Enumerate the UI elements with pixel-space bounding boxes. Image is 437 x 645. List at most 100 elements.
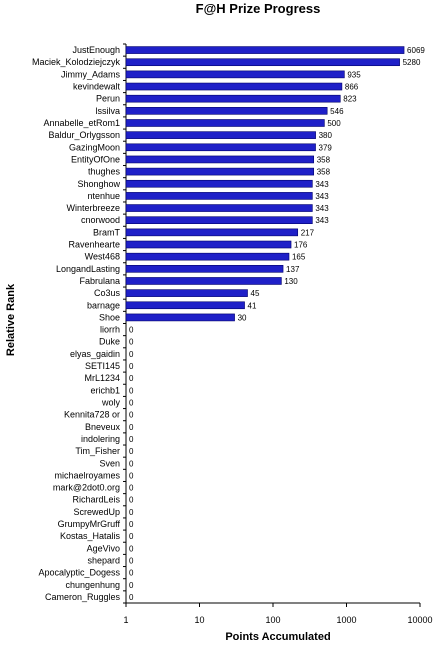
category-label: Shonghow	[77, 179, 120, 189]
value-label: 380	[319, 131, 333, 140]
bar	[125, 228, 299, 237]
y-axis-title: Relative Rank	[5, 283, 17, 356]
category-label: shepard	[87, 555, 120, 565]
value-label: 0	[129, 569, 134, 578]
category-label: Perun	[96, 94, 120, 104]
x-tick-label: 1000	[336, 615, 356, 625]
bar	[125, 70, 345, 79]
value-label: 0	[129, 471, 134, 480]
bar	[125, 192, 313, 200]
category-label: Winterbreeze	[66, 203, 120, 213]
category-label: AgeVivo	[87, 543, 120, 553]
category-label: michaelroyames	[54, 470, 120, 480]
category-label: cnorwood	[81, 215, 120, 225]
value-label: 0	[129, 350, 134, 359]
category-label: liorrh	[100, 325, 120, 335]
value-label: 217	[301, 228, 315, 237]
category-label: barnage	[87, 300, 120, 310]
category-label: MrL1234	[84, 373, 120, 383]
value-label: 137	[286, 265, 300, 274]
category-label: ntenhue	[87, 191, 120, 201]
bar	[125, 313, 235, 322]
category-label: West468	[85, 252, 120, 262]
value-label: 379	[319, 143, 333, 152]
category-label: Maciek_Kolodziejczyk	[32, 57, 121, 67]
value-label: 0	[129, 556, 134, 565]
value-label: 343	[315, 204, 329, 213]
bar	[125, 155, 315, 164]
value-label: 0	[129, 508, 134, 517]
x-tick-label: 10	[194, 615, 204, 625]
category-label: GrumpyMrGruff	[58, 519, 121, 529]
category-label: Kennita728 or	[64, 410, 120, 420]
value-label: 546	[330, 107, 344, 116]
category-label: kevindewalt	[73, 82, 121, 92]
bar	[125, 252, 290, 261]
bar	[125, 94, 341, 103]
value-label: 0	[129, 435, 134, 444]
value-label: 0	[129, 386, 134, 395]
value-label: 0	[129, 447, 134, 456]
category-label: Annabelle_etRom1	[43, 118, 120, 128]
value-label: 130	[284, 277, 298, 286]
value-label: 0	[129, 544, 134, 553]
bar	[125, 301, 245, 310]
value-label: 0	[129, 411, 134, 420]
value-label: 935	[347, 70, 361, 79]
value-label: 0	[129, 496, 134, 505]
plot-area: 1 10 100 1000 10000 JustEnough 6069 Maciek_Kolo…	[32, 43, 433, 625]
value-label: 343	[315, 216, 329, 225]
value-label: 823	[343, 95, 357, 104]
category-label: BramT	[93, 227, 121, 237]
value-label: 5280	[403, 58, 421, 67]
value-label: 41	[248, 301, 257, 310]
bar	[125, 216, 313, 225]
bar	[125, 46, 405, 54]
value-label: 0	[129, 532, 134, 541]
bar	[125, 107, 328, 115]
bar	[125, 289, 248, 297]
x-tick-label: 10000	[407, 615, 432, 625]
bar	[125, 167, 315, 176]
category-label: Kostas_Hatalis	[60, 531, 121, 541]
value-label: 866	[345, 83, 359, 92]
category-label: SETI145	[85, 361, 120, 371]
value-label: 176	[294, 241, 308, 250]
category-label: Tim_Fisher	[75, 446, 120, 456]
x-tick-label: 1	[123, 615, 128, 625]
value-label: 165	[292, 253, 306, 262]
x-tick-label: 100	[265, 615, 280, 625]
category-label: elyas_gaidin	[70, 349, 120, 359]
value-label: 358	[317, 168, 331, 177]
category-label: ScrewedUp	[73, 507, 120, 517]
category-label: erichb1	[90, 385, 120, 395]
category-label: EntityOfOne	[71, 154, 120, 164]
value-label: 343	[315, 180, 329, 189]
category-label: Jimmy_Adams	[61, 69, 121, 79]
value-label: 0	[129, 459, 134, 468]
category-label: GazingMoon	[69, 142, 120, 152]
bar	[125, 240, 292, 249]
value-label: 0	[129, 484, 134, 493]
value-label: 0	[129, 338, 134, 347]
category-label: LongandLasting	[56, 264, 120, 274]
bar	[125, 179, 313, 188]
category-label: Co3us	[94, 288, 121, 298]
value-label: 0	[129, 398, 134, 407]
category-label: thughes	[88, 167, 121, 177]
bar	[125, 204, 313, 212]
value-label: 0	[129, 593, 134, 602]
bar	[125, 131, 316, 139]
category-label: RichardLeis	[72, 495, 120, 505]
category-label: Cameron_Ruggles	[45, 592, 121, 602]
category-label: Duke	[99, 337, 120, 347]
x-axis-title: Points Accumulated	[225, 631, 330, 643]
bar	[125, 265, 284, 273]
value-label: 6069	[407, 46, 425, 55]
value-label: 358	[317, 155, 331, 164]
category-label: Baldur_Orlygsson	[48, 130, 120, 140]
bar	[125, 143, 316, 152]
category-label: Ravenhearte	[68, 240, 120, 250]
category-label: Fabrulana	[79, 276, 120, 286]
